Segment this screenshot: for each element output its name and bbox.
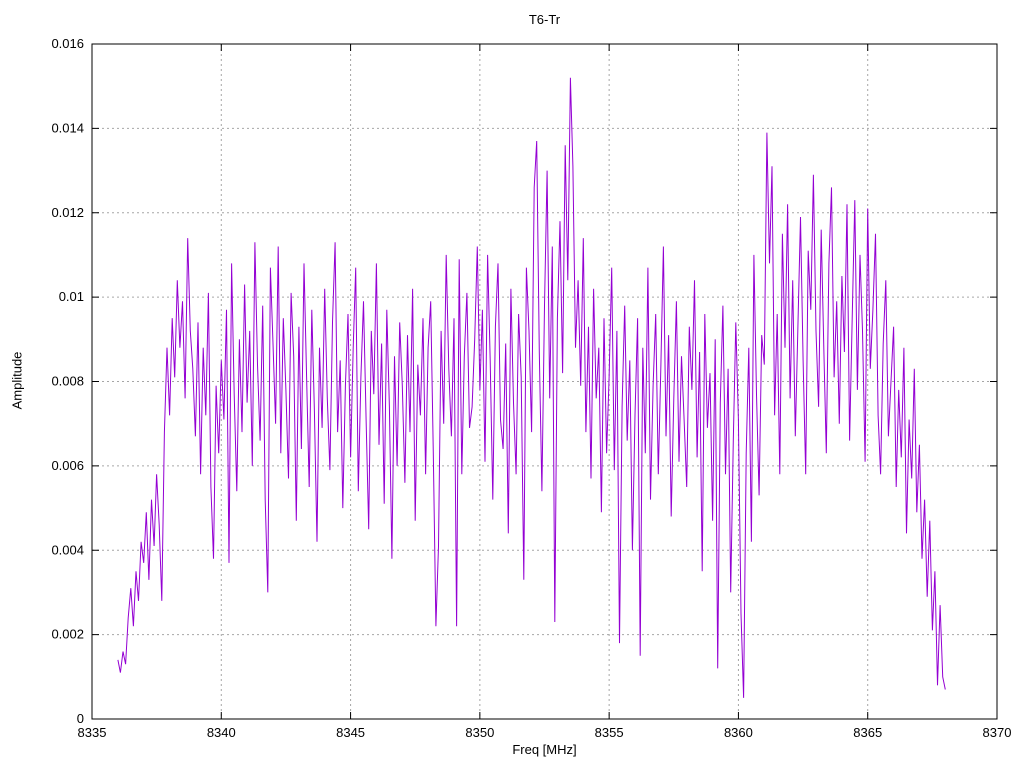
y-axis-label: Amplitude (9, 351, 25, 410)
x-tick-label: 8370 (983, 725, 1012, 740)
x-tick-label: 8350 (465, 725, 494, 740)
y-tick-label: 0.004 (51, 542, 84, 557)
x-tick-label: 8360 (724, 725, 753, 740)
y-tick-label: 0 (77, 711, 84, 726)
x-tick-label: 8365 (853, 725, 882, 740)
x-axis-label: Freq [MHz] (512, 742, 577, 757)
y-tick-label: 0.016 (51, 36, 84, 51)
chart-title: T6-Tr (528, 12, 561, 27)
x-tick-label: 8355 (595, 725, 624, 740)
series-line (117, 77, 946, 698)
y-tick-label: 0.002 (51, 627, 84, 642)
x-tick-label: 8345 (336, 725, 365, 740)
y-tick-label: 0.006 (51, 458, 84, 473)
y-tick-label: 0.012 (51, 205, 84, 220)
y-tick-label: 0.01 (59, 289, 84, 304)
y-tick-label: 0.008 (51, 374, 84, 389)
x-tick-label: 8340 (207, 725, 236, 740)
y-tick-label: 0.014 (51, 120, 84, 135)
x-tick-label: 8335 (78, 725, 107, 740)
